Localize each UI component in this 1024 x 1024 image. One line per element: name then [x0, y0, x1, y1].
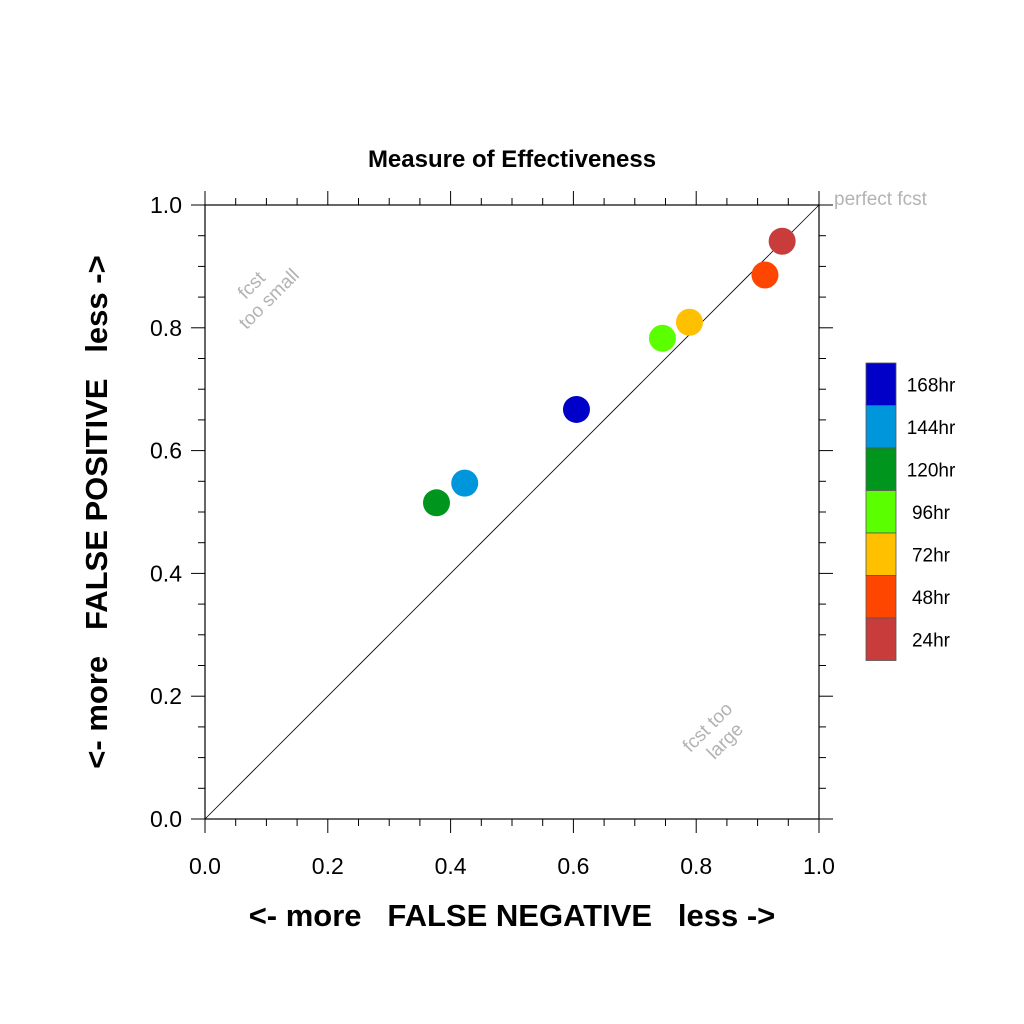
- y-tick-label: 0.4: [150, 560, 182, 586]
- legend-swatch-96hr: [865, 490, 897, 534]
- diagonal-reference-line: [204, 204, 820, 820]
- x-tick-label: 0.2: [312, 853, 344, 879]
- data-point-72hr: [675, 308, 703, 336]
- y-axis-title: <- more FALSE POSITIVE less ->: [79, 255, 114, 768]
- legend-swatch-168hr: [865, 362, 897, 406]
- x-tick-label: 0.4: [435, 853, 467, 879]
- chart-title: Measure of Effectiveness: [368, 146, 656, 173]
- legend-swatch-72hr: [865, 532, 897, 576]
- legend: 168hr 144hr 120hr 96hr 72hr 48hr 24hr: [865, 362, 956, 661]
- legend-label-96hr: 96hr: [912, 503, 951, 524]
- y-tick-labels: 0.0 0.2 0.4 0.6 0.8 1.0: [150, 192, 182, 832]
- legend-label-72hr: 72hr: [912, 545, 951, 566]
- y-tick-label: 1.0: [150, 192, 182, 218]
- data-points: [422, 227, 796, 517]
- x-tick-label: 0.8: [680, 853, 712, 879]
- legend-swatch-48hr: [865, 575, 897, 619]
- annotation-fcst-too-small: fcst too small: [220, 250, 304, 334]
- diagonal-line: [204, 204, 820, 820]
- legend-label-144hr: 144hr: [907, 418, 956, 439]
- x-axis-title: <- more FALSE NEGATIVE less ->: [249, 898, 776, 933]
- legend-swatch-144hr: [865, 405, 897, 449]
- legend-label-168hr: 168hr: [907, 375, 956, 396]
- legend-swatch-120hr: [865, 447, 897, 491]
- y-tick-label: 0.0: [150, 806, 182, 832]
- legend-label-48hr: 48hr: [912, 588, 951, 609]
- data-point-168hr: [562, 395, 590, 423]
- data-point-48hr: [751, 261, 779, 289]
- annotation-perfect-fcst: perfect fcst: [834, 189, 928, 210]
- data-point-144hr: [451, 469, 479, 497]
- legend-swatch-24hr: [865, 617, 897, 661]
- x-tick-labels: 0.0 0.2 0.4 0.6 0.8 1.0: [189, 853, 835, 879]
- x-tick-label: 0.0: [189, 853, 221, 879]
- legend-label-120hr: 120hr: [907, 460, 956, 481]
- y-tick-label: 0.8: [150, 315, 182, 341]
- annotation-fcst-too-large: fcst too large: [679, 695, 756, 772]
- legend-label-24hr: 24hr: [912, 630, 951, 651]
- y-tick-label: 0.6: [150, 438, 182, 464]
- plot-axes: [191, 191, 833, 833]
- data-point-120hr: [422, 489, 450, 517]
- data-point-24hr: [768, 227, 796, 255]
- x-tick-label: 0.6: [557, 853, 589, 879]
- data-point-96hr: [648, 324, 676, 352]
- x-tick-label: 1.0: [803, 853, 835, 879]
- y-tick-label: 0.2: [150, 683, 182, 709]
